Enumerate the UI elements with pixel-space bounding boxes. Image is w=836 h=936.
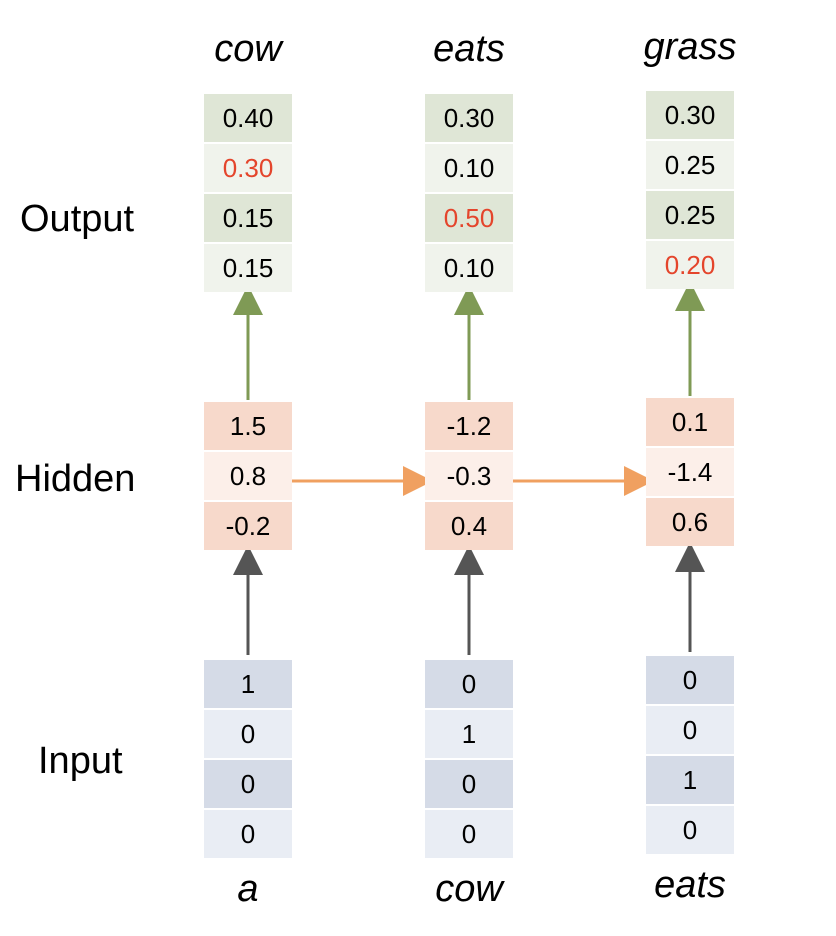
hidden-vector: 0.1 -1.4 0.6 <box>646 398 734 546</box>
hidden-cell: 1.5 <box>204 402 292 450</box>
output-vector: 0.30 0.10 0.50 0.10 <box>425 94 513 292</box>
output-cell: 0.40 <box>204 94 292 142</box>
output-cell: 0.30 <box>425 94 513 142</box>
input-word: cow <box>435 868 503 910</box>
output-word: eats <box>433 28 505 70</box>
hidden-cell: -1.4 <box>646 448 734 496</box>
input-vector: 1 0 0 0 <box>204 660 292 858</box>
output-word: cow <box>214 28 282 70</box>
output-cell: 0.10 <box>425 144 513 192</box>
input-cell: 0 <box>646 656 734 704</box>
output-cell: 0.30 <box>204 144 292 192</box>
hidden-vector: -1.2 -0.3 0.4 <box>425 402 513 550</box>
output-cell: 0.25 <box>646 191 734 239</box>
input-vector: 0 0 1 0 <box>646 656 734 854</box>
input-cell: 0 <box>646 806 734 854</box>
hidden-cell: 0.6 <box>646 498 734 546</box>
input-cell: 0 <box>425 760 513 808</box>
input-cell: 0 <box>646 706 734 754</box>
output-cell: 0.25 <box>646 141 734 189</box>
output-vector: 0.40 0.30 0.15 0.15 <box>204 94 292 292</box>
output-cell: 0.10 <box>425 244 513 292</box>
hidden-cell: 0.4 <box>425 502 513 550</box>
input-cell: 0 <box>425 660 513 708</box>
output-cell: 0.50 <box>425 194 513 242</box>
hidden-row-label: Hidden <box>15 458 136 500</box>
hidden-cell: 0.1 <box>646 398 734 446</box>
output-cell: 0.15 <box>204 194 292 242</box>
input-cell: 0 <box>204 810 292 858</box>
hidden-vector: 1.5 0.8 -0.2 <box>204 402 292 550</box>
output-cell: 0.20 <box>646 241 734 289</box>
input-word: eats <box>654 864 726 906</box>
input-cell: 1 <box>646 756 734 804</box>
input-vector: 0 1 0 0 <box>425 660 513 858</box>
output-cell: 0.30 <box>646 91 734 139</box>
output-cell: 0.15 <box>204 244 292 292</box>
input-cell: 1 <box>204 660 292 708</box>
output-word: grass <box>643 26 737 68</box>
input-cell: 0 <box>204 760 292 808</box>
hidden-cell: -1.2 <box>425 402 513 450</box>
output-row-label: Output <box>20 198 135 240</box>
input-word: a <box>237 868 259 910</box>
hidden-cell: -0.2 <box>204 502 292 550</box>
hidden-cell: 0.8 <box>204 452 292 500</box>
hidden-cell: -0.3 <box>425 452 513 500</box>
input-cell: 0 <box>425 810 513 858</box>
input-cell: 1 <box>425 710 513 758</box>
output-vector: 0.30 0.25 0.25 0.20 <box>646 91 734 289</box>
input-cell: 0 <box>204 710 292 758</box>
input-row-label: Input <box>38 740 123 782</box>
